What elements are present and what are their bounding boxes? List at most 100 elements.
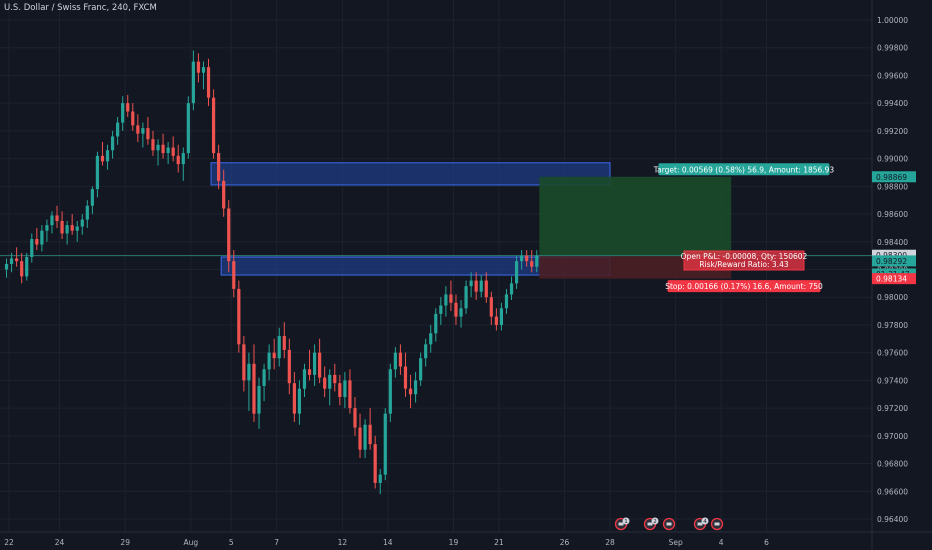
upper-zone <box>210 162 611 186</box>
stop-area[interactable] <box>539 255 732 279</box>
candle-body <box>449 294 453 303</box>
event-icons[interactable]: 1 2 4 <box>614 517 724 531</box>
price-tick-label: 0.98600 <box>877 210 908 219</box>
candle-body <box>55 215 59 221</box>
candle-body <box>100 155 105 162</box>
target-area[interactable] <box>539 176 732 256</box>
time-tick-label: 22 <box>4 538 14 547</box>
badge-count: 1 <box>624 519 628 525</box>
stop-label-text: Stop: 0.00166 (0.17%) 16.6, Amount: 750 <box>665 282 823 291</box>
flag-icon-glyph <box>666 522 672 526</box>
open-pnl-label[interactable]: Open P&L: -0.00008, Qty: 150602Risk/Rewa… <box>681 250 808 271</box>
flag-icon[interactable] <box>662 517 676 531</box>
flag-icon[interactable] <box>710 517 724 531</box>
candle-body <box>237 288 241 345</box>
price-marker[interactable]: 0.98869 <box>872 171 916 183</box>
news-icon[interactable]: 1 <box>614 517 630 531</box>
news-icon[interactable]: 2 <box>643 517 659 531</box>
candle-body <box>469 280 473 287</box>
price-tick-label: 0.97800 <box>877 321 908 330</box>
candle-body <box>176 155 180 165</box>
price-tick-label: 0.97200 <box>877 404 908 413</box>
price-marker-box <box>872 171 916 183</box>
time-tick-label: 24 <box>55 538 65 547</box>
candle-body <box>464 286 468 309</box>
candle-body <box>151 139 155 151</box>
candle-body <box>201 67 206 73</box>
candle-body <box>302 369 307 389</box>
candle-body <box>257 385 261 414</box>
price-tick-label: 0.98400 <box>877 238 908 247</box>
candle-body <box>110 136 115 151</box>
candle-body <box>509 283 514 295</box>
candle-body <box>131 111 135 126</box>
candle-body <box>161 144 165 154</box>
candle-body <box>459 308 463 317</box>
candle-body <box>413 380 418 395</box>
candle-body <box>383 413 387 475</box>
candle-body <box>116 122 120 137</box>
candle-body <box>474 280 478 292</box>
candle-body <box>388 369 392 414</box>
candles-layer <box>4 50 539 495</box>
candle-body <box>15 258 19 262</box>
price-tick-label: 0.99000 <box>877 155 908 164</box>
candle-body <box>227 208 231 262</box>
candle-body <box>95 155 100 190</box>
price-tick-label: 0.98800 <box>877 182 908 191</box>
price-tick-label: 0.96600 <box>877 487 908 496</box>
candle-body <box>292 383 296 414</box>
price-tick-label: 0.97400 <box>877 376 908 385</box>
stop-label[interactable]: Stop: 0.00166 (0.17%) 16.6, Amount: 750 <box>665 280 823 293</box>
target-label-box <box>658 163 830 176</box>
news-icon-glyph <box>618 522 624 526</box>
candle-body <box>166 147 170 154</box>
price-marker-box <box>872 255 916 267</box>
candle-body <box>338 383 342 398</box>
candle-body <box>378 474 382 483</box>
news-icon[interactable]: 4 <box>693 517 709 531</box>
candle-body <box>429 333 433 345</box>
candle-body <box>484 280 488 298</box>
candle-body <box>232 261 236 289</box>
open-pnl-box <box>683 250 805 271</box>
price-tick-label: 0.96800 <box>877 460 908 469</box>
candle-body <box>141 128 145 134</box>
candle-body <box>393 352 397 370</box>
candle-body <box>328 374 332 389</box>
candle-body <box>196 61 201 73</box>
price-tick-label: 0.96400 <box>877 515 908 524</box>
time-tick-label: 7 <box>274 538 279 547</box>
price-axis[interactable]: 1.00000 0.99800 0.99600 0.99400 0.99200 0.990… <box>872 16 916 524</box>
candle-body <box>4 263 9 270</box>
position-labels[interactable]: Target: 0.00569 (0.58%) 56.9, Amount: 18… <box>653 163 835 293</box>
badge <box>701 517 709 525</box>
candle-body <box>535 255 539 267</box>
price-marker[interactable]: 0.98134 <box>872 273 916 285</box>
candle-body <box>9 258 14 264</box>
candle-body <box>60 220 64 234</box>
candle-body <box>444 294 448 306</box>
candle-body <box>368 424 372 445</box>
candle-body <box>252 363 256 414</box>
price-tick-label: 1.00000 <box>877 16 908 25</box>
time-tick-label: 4 <box>719 538 724 547</box>
news-icon-glyph <box>647 522 653 526</box>
candle-body <box>126 103 130 112</box>
candle-body <box>494 316 498 325</box>
candle-body <box>262 369 266 386</box>
target-label-text: Target: 0.00569 (0.58%) 56.9, Amount: 18… <box>653 165 835 174</box>
badge-count: 2 <box>653 519 657 525</box>
candle-body <box>65 225 69 234</box>
time-axis[interactable]: 22 24 29 Aug 5 7 12 14 19 21 26 28 Sep 4 6 <box>4 538 769 547</box>
time-tick-label: 26 <box>560 538 570 547</box>
price-marker-box <box>872 273 916 285</box>
price-marker[interactable]: 0.98292 <box>872 255 916 267</box>
target-label[interactable]: Target: 0.00569 (0.58%) 56.9, Amount: 18… <box>653 163 835 176</box>
flag-icon-glyph <box>714 522 720 526</box>
candle-body <box>530 261 534 267</box>
candle-body <box>333 374 337 384</box>
candle-body <box>358 427 362 450</box>
time-tick-label: 28 <box>605 538 615 547</box>
